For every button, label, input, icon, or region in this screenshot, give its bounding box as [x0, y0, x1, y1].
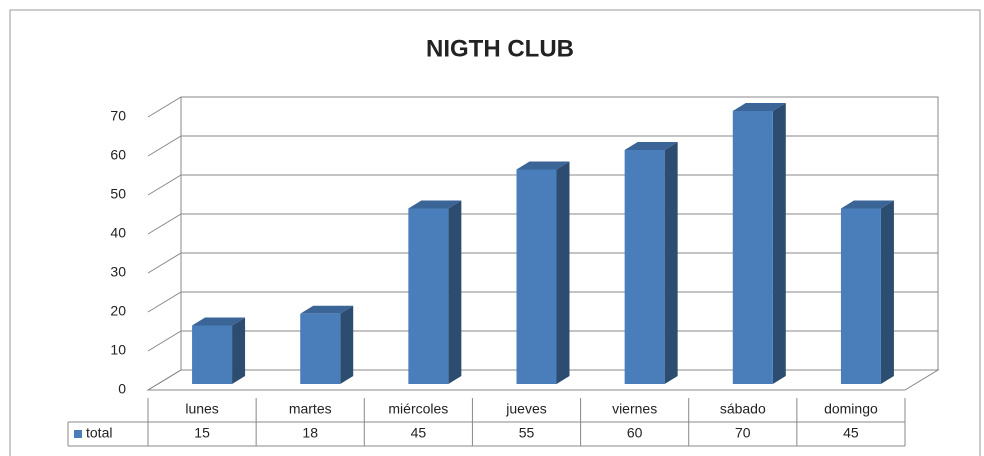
x-tick-label: martes — [289, 401, 332, 417]
bar — [192, 325, 233, 384]
bar-side — [664, 142, 678, 384]
bar-top — [300, 305, 354, 314]
y-tick-label: 70 — [110, 108, 126, 124]
y-tick-label: 40 — [110, 225, 126, 241]
x-tick-label: sábado — [720, 401, 766, 417]
y-tick-label: 10 — [110, 342, 126, 358]
grid-line — [147, 213, 938, 235]
grid-line — [147, 369, 938, 391]
bar-top — [192, 317, 246, 326]
bar — [300, 313, 341, 384]
bar-side — [448, 200, 462, 384]
y-tick-label: 30 — [110, 264, 126, 280]
bar-top — [408, 200, 462, 209]
table-value: 15 — [194, 425, 210, 441]
grid-line — [147, 291, 938, 313]
x-tick-label: miércoles — [388, 401, 448, 417]
bar — [408, 208, 449, 384]
bar-top — [624, 142, 678, 150]
legend-swatch — [74, 430, 82, 438]
y-tick-label: 0 — [118, 381, 126, 397]
grid-line — [147, 96, 938, 118]
grid-line — [147, 252, 938, 274]
bar — [516, 169, 557, 384]
table-value: 70 — [735, 425, 751, 441]
bar-side — [556, 161, 570, 384]
grid-line — [147, 135, 938, 157]
bar-top — [840, 200, 894, 209]
bar-top — [516, 161, 570, 170]
legend-label: total — [86, 425, 112, 441]
bar-side — [880, 200, 894, 384]
bar — [840, 208, 881, 384]
table-grid — [67, 398, 905, 447]
bar — [624, 150, 665, 384]
bar — [732, 111, 773, 384]
grid-line — [147, 174, 938, 196]
table-value: 18 — [302, 425, 318, 441]
bar-side — [340, 305, 354, 384]
table-value: 55 — [519, 425, 535, 441]
x-tick-label: jueves — [505, 401, 546, 417]
grid-line — [147, 330, 938, 352]
table-value: 45 — [411, 425, 427, 441]
chart-frame — [9, 9, 981, 456]
y-tick-label: 60 — [110, 147, 126, 163]
x-tick-label: viernes — [612, 401, 657, 417]
bar-side — [232, 317, 246, 384]
bar-top — [732, 103, 786, 111]
bar-side — [772, 103, 786, 384]
chart-title: NIGTH CLUB — [426, 35, 574, 62]
table-value: 45 — [843, 425, 859, 441]
x-tick-label: lunes — [185, 401, 218, 417]
y-tick-label: 20 — [110, 303, 126, 319]
y-tick-label: 50 — [110, 186, 126, 202]
table-value: 60 — [627, 425, 643, 441]
x-tick-label: domingo — [824, 401, 878, 417]
